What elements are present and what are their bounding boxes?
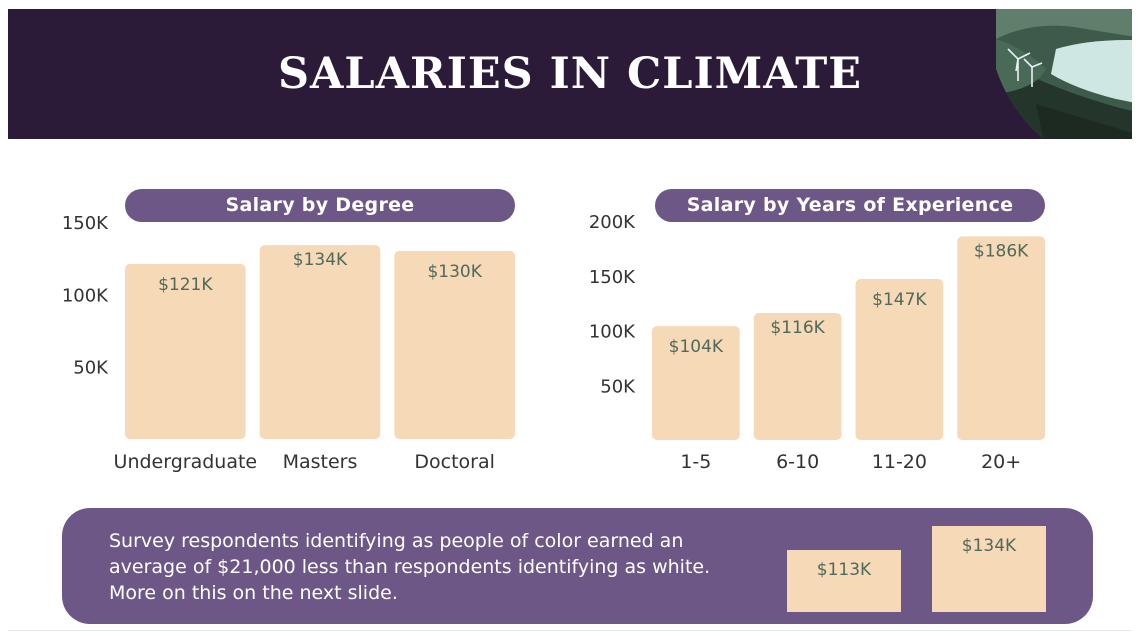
bar	[753, 312, 842, 440]
x-category-label: 1-5	[680, 451, 711, 473]
poc-salary-box: $113K	[787, 550, 901, 612]
bar	[125, 263, 246, 439]
y-tick-label: 100K	[62, 285, 109, 306]
x-category-label: Masters	[283, 451, 358, 473]
bar	[957, 236, 1045, 440]
bar-value-label: $116K	[770, 318, 825, 338]
bar	[394, 250, 515, 439]
x-category-label: Doctoral	[414, 451, 495, 473]
chart-title-degree: Salary by Degree	[125, 189, 515, 222]
bar	[652, 326, 740, 440]
y-tick-label: 100K	[589, 322, 636, 343]
bar-value-label: $134K	[293, 250, 348, 270]
white-salary-value: $134K	[961, 536, 1017, 556]
bar-value-label: $147K	[872, 290, 927, 310]
bar-value-label: $130K	[427, 262, 482, 282]
y-tick-label: 200K	[589, 212, 636, 233]
x-category-label: 11-20	[872, 451, 927, 473]
x-category-label: Undergraduate	[114, 451, 258, 473]
bar	[259, 245, 381, 439]
bar-value-label: $104K	[669, 337, 724, 357]
bottom-divider	[8, 630, 1132, 631]
bar-value-label: $121K	[158, 275, 213, 295]
pay-gap-note-text: Survey respondents identifying as people…	[109, 530, 711, 604]
poc-salary-value: $113K	[816, 560, 872, 580]
chart-title-experience: Salary by Years of Experience	[655, 189, 1045, 222]
y-tick-label: 150K	[62, 213, 109, 234]
earth-illustration	[996, 9, 1132, 139]
white-salary-box: $134K	[932, 526, 1046, 612]
bar	[855, 279, 944, 440]
y-tick-label: 150K	[589, 267, 636, 288]
y-tick-label: 50K	[73, 358, 109, 379]
pay-gap-note-panel: Survey respondents identifying as people…	[62, 508, 1093, 624]
bar-value-label: $186K	[974, 241, 1029, 261]
y-tick-label: 50K	[600, 376, 636, 397]
x-category-label: 20+	[981, 451, 1021, 473]
title-banner: SALARIES IN CLIMATE	[8, 9, 1132, 139]
page-title: SALARIES IN CLIMATE	[277, 49, 862, 99]
x-category-label: 6-10	[776, 451, 819, 473]
